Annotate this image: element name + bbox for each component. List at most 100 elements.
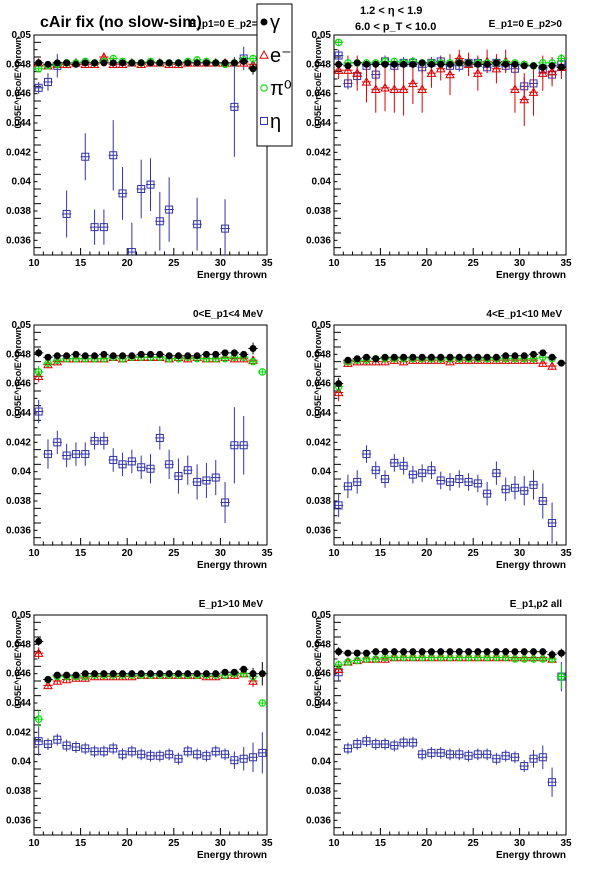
- gamma-point-0: [35, 349, 43, 357]
- y-axis-label: 0.05E^reco/E^thrown: [13, 617, 23, 709]
- gamma-point-22: [539, 648, 547, 656]
- eta-point-15: [473, 479, 482, 488]
- y-tick-label: 0.036: [6, 235, 31, 246]
- eta-point-7: [399, 738, 408, 747]
- pi0-point-24: [557, 672, 566, 681]
- gamma-point-11: [137, 670, 145, 678]
- gamma-point-13: [455, 648, 463, 656]
- panel-title: 0<E_p1<4 MeV: [193, 309, 263, 320]
- eta-point-10: [127, 747, 136, 756]
- y-tick-label: 0.05: [12, 610, 32, 621]
- x-tick-label: 20: [421, 548, 433, 559]
- legend-entry: π⁰: [260, 78, 292, 100]
- gamma-point-3: [63, 59, 71, 67]
- gamma-point-23: [249, 65, 257, 73]
- y-tick-label: 0.046: [306, 669, 331, 680]
- eta-point-8: [408, 470, 417, 479]
- eta-point-20: [520, 486, 529, 495]
- electron-point-22: [238, 353, 249, 363]
- series-electron: [334, 652, 557, 674]
- eta-point-21: [529, 754, 538, 763]
- eta-point-2: [53, 735, 62, 744]
- y-tick-label: 0.038: [6, 786, 31, 797]
- plot-panel-4: 10 15 20 25 30 35 0.036 0.038 0.04 0.042 0.044 0.04…: [306, 309, 572, 571]
- gamma-point-14: [165, 352, 173, 360]
- electron-point-15: [472, 68, 483, 77]
- eta-point-12: [146, 751, 155, 760]
- eta-point-1: [343, 744, 352, 753]
- eta-point-7: [99, 223, 108, 232]
- gamma-point-13: [455, 59, 463, 67]
- pi0-point-24: [557, 54, 566, 63]
- plot-panel-5: 10 15 20 25 30 35 0.036 0.038 0.04 0.042 0.044 0.04…: [6, 599, 273, 861]
- x-tick-label: 25: [468, 838, 480, 849]
- x-tick-label: 35: [261, 838, 273, 849]
- gamma-point-8: [409, 648, 417, 656]
- gamma-point-23: [249, 670, 257, 678]
- eta-point-12: [446, 750, 454, 759]
- gamma-point-18: [202, 59, 210, 67]
- gamma-point-17: [492, 648, 500, 656]
- eta-point-16: [183, 747, 192, 756]
- gamma-point-21: [530, 350, 538, 358]
- series-electron: [334, 49, 566, 126]
- y-tick-label: 0.04: [12, 757, 32, 768]
- electron-point-5: [380, 82, 390, 92]
- gamma-point-0: [335, 380, 343, 388]
- electron-point-0: [334, 65, 344, 74]
- gamma-point-24: [557, 359, 565, 367]
- eta-point-15: [174, 472, 183, 481]
- pi0-point-24: [258, 699, 267, 707]
- x-tick-label: 10: [28, 838, 40, 849]
- electron-point-20: [519, 94, 530, 104]
- plot-frame: [333, 614, 567, 836]
- plot-panel-2: 10 15 20 25 30 35 0.036 0.038 0.04 0.042 0.044 0.04…: [306, 19, 572, 281]
- gamma-point-8: [109, 670, 117, 678]
- legend-entry: e⁻: [259, 45, 292, 67]
- x-tick-label: 30: [514, 258, 526, 269]
- plot-panel-3: 10 15 20 25 30 35 0.036 0.038 0.04 0.042 0.044 0.04…: [6, 309, 273, 571]
- eta-point-18: [202, 476, 211, 485]
- x-tick-label: 20: [122, 258, 134, 269]
- gamma-point-5: [381, 648, 389, 656]
- electron-point-23: [547, 66, 557, 76]
- legend: γ e⁻ π⁰ η: [256, 3, 293, 147]
- eta-point-8: [408, 738, 417, 747]
- gamma-point-4: [72, 350, 80, 358]
- gamma-point-17: [193, 352, 201, 360]
- gamma-point-1: [344, 356, 352, 364]
- gamma-point-21: [230, 59, 238, 67]
- eta-point-6: [90, 436, 99, 445]
- gamma-point-9: [418, 59, 426, 67]
- gamma-point-3: [362, 649, 370, 657]
- gamma-point-8: [109, 59, 117, 67]
- gamma-point-15: [474, 648, 482, 656]
- x-tick-label: 15: [375, 258, 387, 269]
- eta-point-legend-3: [260, 117, 268, 125]
- x-tick-label: 25: [168, 548, 180, 559]
- panel-title: E_p1>10 MeV: [199, 599, 264, 610]
- gamma-point-20: [221, 668, 229, 676]
- gamma-point-22: [539, 349, 547, 357]
- gamma-point-10: [427, 353, 435, 361]
- gamma-point-9: [119, 670, 127, 678]
- gamma-point-14: [465, 353, 473, 361]
- electron-point-2: [52, 356, 63, 366]
- eta-point-9: [418, 750, 427, 759]
- series-gamma: [34, 342, 258, 361]
- electron-point-6: [389, 84, 400, 93]
- gamma-point-4: [72, 671, 80, 679]
- series-eta: [34, 726, 267, 774]
- eta-point-13: [155, 433, 164, 442]
- eta-point-5: [81, 450, 90, 459]
- gamma-point-5: [381, 353, 389, 361]
- y-tick-label: 0.038: [6, 496, 31, 507]
- eta-point-18: [202, 751, 211, 760]
- pi0-point-0: [34, 368, 43, 376]
- y-tick-label: 0.046: [6, 379, 31, 390]
- eta-point-14: [165, 205, 174, 214]
- eta-point-7: [99, 436, 108, 445]
- gamma-point-2: [53, 352, 61, 360]
- eta-point-23: [249, 753, 258, 762]
- data-layer: [334, 38, 566, 126]
